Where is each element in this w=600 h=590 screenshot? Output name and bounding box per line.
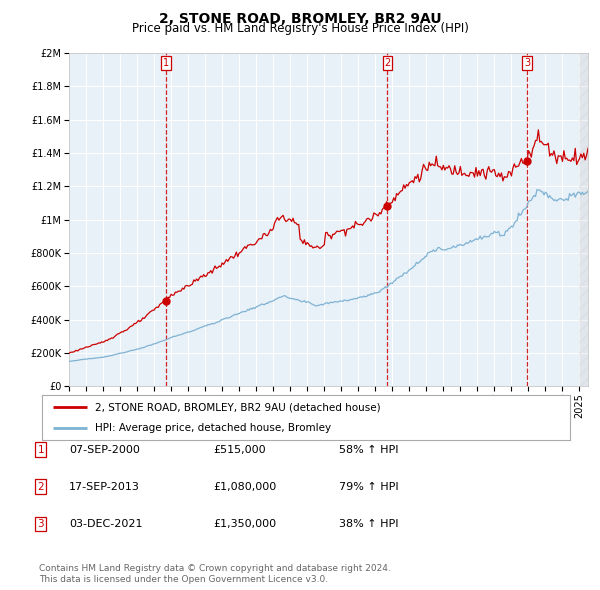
Text: 3: 3 bbox=[37, 519, 44, 529]
Text: 17-SEP-2013: 17-SEP-2013 bbox=[69, 482, 140, 491]
Text: 03-DEC-2021: 03-DEC-2021 bbox=[69, 519, 143, 529]
Text: 1: 1 bbox=[37, 445, 44, 454]
Text: Price paid vs. HM Land Registry's House Price Index (HPI): Price paid vs. HM Land Registry's House … bbox=[131, 22, 469, 35]
Text: 38% ↑ HPI: 38% ↑ HPI bbox=[339, 519, 398, 529]
Text: Contains HM Land Registry data © Crown copyright and database right 2024.: Contains HM Land Registry data © Crown c… bbox=[39, 565, 391, 573]
Text: This data is licensed under the Open Government Licence v3.0.: This data is licensed under the Open Gov… bbox=[39, 575, 328, 584]
Text: 79% ↑ HPI: 79% ↑ HPI bbox=[339, 482, 398, 491]
Text: 2: 2 bbox=[37, 482, 44, 491]
Text: 3: 3 bbox=[524, 58, 530, 68]
Text: £515,000: £515,000 bbox=[213, 445, 266, 454]
Text: £1,350,000: £1,350,000 bbox=[213, 519, 276, 529]
Bar bbox=[580, 53, 588, 386]
Text: 2, STONE ROAD, BROMLEY, BR2 9AU: 2, STONE ROAD, BROMLEY, BR2 9AU bbox=[158, 12, 442, 26]
Text: 07-SEP-2000: 07-SEP-2000 bbox=[69, 445, 140, 454]
Text: 2: 2 bbox=[384, 58, 391, 68]
Text: HPI: Average price, detached house, Bromley: HPI: Average price, detached house, Brom… bbox=[95, 422, 331, 432]
Text: £1,080,000: £1,080,000 bbox=[213, 482, 276, 491]
Text: 1: 1 bbox=[163, 58, 169, 68]
Text: 58% ↑ HPI: 58% ↑ HPI bbox=[339, 445, 398, 454]
Text: 2, STONE ROAD, BROMLEY, BR2 9AU (detached house): 2, STONE ROAD, BROMLEY, BR2 9AU (detache… bbox=[95, 402, 380, 412]
